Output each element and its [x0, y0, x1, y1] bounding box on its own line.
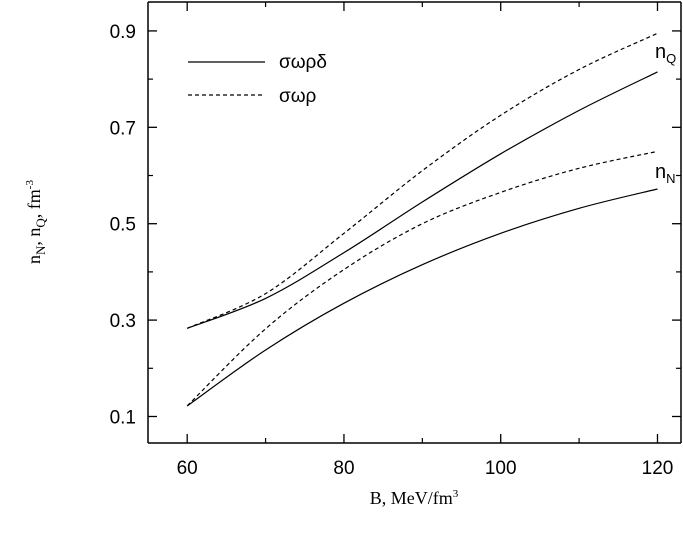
y-tick-label: 0.5 — [110, 215, 136, 236]
y-axis-title-unit: fm — [24, 189, 44, 209]
x-axis-title-text: B, MeV/fm — [370, 488, 453, 508]
x-tick-label: 80 — [333, 458, 354, 479]
series-nq-dashed — [186, 32, 658, 329]
y-tick-label: 0.3 — [110, 311, 136, 332]
series-nn-dashed — [186, 150, 658, 407]
curve-label-nq: nQ — [655, 41, 676, 66]
y-tick-label: 0.7 — [110, 118, 136, 139]
y-axis-title-sub-n: N — [33, 245, 48, 255]
curve-label-nq-main: n — [655, 41, 666, 63]
y-tick-label: 0.1 — [110, 407, 136, 428]
x-tick-label: 100 — [485, 458, 517, 479]
y-axis-title-sep2: , — [24, 209, 44, 218]
legend-label-solid: σωρδ — [279, 52, 327, 73]
curve-label-nn: nN — [655, 161, 676, 186]
curve-label-nn-main: n — [655, 161, 666, 183]
legend: σωρδ σωρ — [188, 52, 327, 107]
x-tick-label: 120 — [642, 458, 674, 479]
plot-frame — [147, 1, 682, 444]
series-lines — [186, 32, 658, 407]
y-axis-title: nN, nQ, fm-3 — [24, 180, 48, 264]
series-nn-solid — [186, 188, 658, 407]
y-axis-title-sub-q: Q — [33, 218, 48, 228]
y-axis-title-sup: -3 — [24, 180, 36, 190]
y-axis-title-n2: n — [24, 228, 44, 237]
curve-label-nq-sub: Q — [666, 51, 676, 66]
axis-ticks: 0.1 0.3 0.5 0.7 0.9 60 80 100 120 — [110, 2, 681, 479]
y-axis-title-sep1: , — [24, 237, 44, 246]
legend-label-dashed: σωρ — [279, 86, 317, 107]
x-tick-label: 60 — [177, 458, 198, 479]
curve-label-nn-sub: N — [666, 171, 675, 186]
y-tick-label: 0.9 — [110, 22, 136, 43]
y-axis-title-n1: n — [24, 255, 44, 264]
x-axis-title: B, MeV/fm3 — [370, 488, 459, 508]
series-nq-solid — [186, 71, 658, 329]
x-axis-title-sup: 3 — [453, 488, 459, 500]
